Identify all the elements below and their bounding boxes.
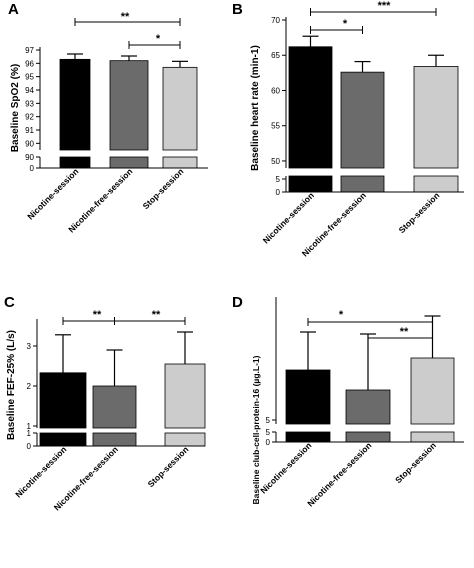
y-tick-label: 5 (266, 428, 271, 437)
y-tick-label: 90 (25, 153, 34, 162)
bar-stub (59, 156, 91, 169)
x-category-label: Stop-session (146, 444, 191, 489)
x-category-label: Stop-session (393, 440, 438, 485)
y-tick-label: 97 (25, 46, 34, 55)
y-tick-label: 70 (271, 16, 280, 25)
bar-stub (162, 156, 198, 169)
y-tick-label: 96 (25, 59, 34, 68)
x-category-label: Stop-session (141, 166, 186, 211)
bar (164, 363, 206, 429)
significance-label: ** (152, 309, 161, 321)
panel-letter: D (232, 294, 243, 311)
y-tick-label: 1 (27, 429, 32, 438)
y-tick-label: 92 (25, 113, 34, 122)
y-tick-label: 3 (27, 342, 32, 351)
bar (39, 372, 87, 429)
bar-stub (345, 431, 391, 443)
bar-stub (164, 432, 206, 447)
y-axis-label: Baseline SpO2 (%) (10, 64, 21, 152)
x-category-label: Nicotine-session (258, 440, 313, 495)
significance-label: ** (400, 326, 409, 338)
y-tick-label: 95 (25, 73, 34, 82)
y-tick-label: 0 (30, 164, 35, 173)
bar-stub (39, 432, 87, 447)
y-tick-label: 93 (25, 99, 34, 108)
significance-label: ** (121, 11, 130, 23)
bar-stub (410, 431, 455, 443)
bar (92, 385, 137, 429)
y-tick-label: 55 (271, 122, 280, 131)
y-tick-label: 1 (27, 422, 32, 431)
panel-letter: C (4, 294, 15, 311)
panel-letter: A (8, 1, 19, 18)
x-category-label: Stop-session (397, 190, 442, 235)
y-tick-label: 91 (25, 126, 34, 135)
bar (413, 66, 459, 169)
bar-stub (92, 432, 137, 447)
y-tick-label: 65 (271, 51, 280, 60)
y-tick-label: 90 (25, 139, 34, 148)
y-tick-label: 5 (276, 175, 281, 184)
bar (345, 389, 391, 425)
bar (162, 66, 198, 151)
bar (288, 46, 333, 169)
y-tick-label: 60 (271, 86, 280, 95)
x-category-label: Nicotine-session (261, 190, 316, 245)
y-tick-label: 94 (25, 86, 34, 95)
bar (340, 71, 385, 169)
bar-stub (413, 175, 459, 193)
y-tick-label: 0 (266, 438, 271, 447)
y-tick-label: 50 (271, 157, 280, 166)
significance-label: * (339, 309, 344, 321)
y-axis-label: Baseline heart rate (min-1) (250, 45, 261, 171)
y-tick-label: 0 (27, 442, 32, 451)
x-category-label: Nicotine-session (13, 444, 68, 499)
x-category-label: Nicotine-free-session (305, 440, 373, 508)
y-axis-label: Baseline club-cell-protein-16 (µg.L-1) (251, 355, 261, 504)
x-category-label: Nicotine-session (25, 166, 80, 221)
bar-stub (285, 431, 331, 443)
y-tick-label: 5 (266, 416, 271, 425)
bar-stub (109, 156, 149, 169)
significance-label: * (156, 33, 161, 45)
y-tick-label: 0 (276, 188, 281, 197)
bar (410, 357, 455, 425)
bar (59, 58, 91, 151)
bar-stub (340, 175, 385, 193)
bar (285, 369, 331, 425)
panel-letter: B (232, 1, 243, 18)
bar-stub (288, 175, 333, 193)
y-tick-label: 2 (27, 382, 32, 391)
significance-label: *** (378, 0, 392, 12)
bar (109, 60, 149, 151)
significance-label: ** (93, 309, 102, 321)
significance-label: * (343, 18, 348, 30)
y-axis-label: Baseline FEF-25% (L/s) (6, 330, 17, 440)
